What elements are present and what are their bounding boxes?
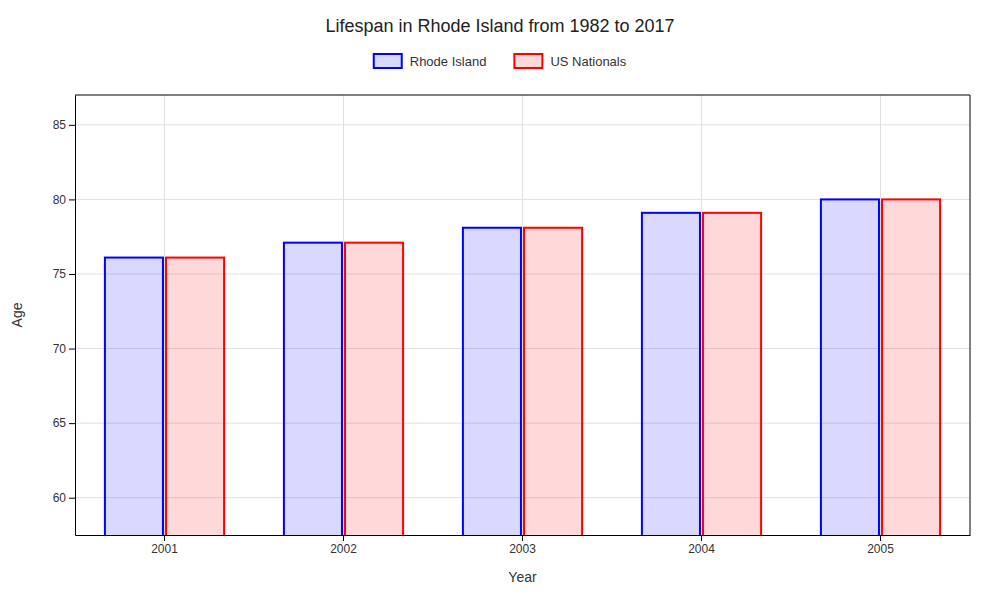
bar bbox=[463, 228, 521, 535]
tick-mark bbox=[701, 535, 702, 541]
chart: 2001 2002 2003 2004 2005 60 65 70 75 80 85 Year Age L… bbox=[0, 0, 1000, 600]
tick-label: 80 bbox=[53, 193, 67, 207]
y-axis-title: Age bbox=[9, 302, 25, 327]
tick-mark bbox=[69, 199, 75, 200]
tick: 80 bbox=[53, 193, 75, 207]
bars bbox=[105, 199, 940, 535]
plot: 2001 2002 2003 2004 2005 60 65 70 75 80 85 bbox=[53, 95, 971, 600]
tick-label: 60 bbox=[53, 491, 67, 505]
tick-mark bbox=[69, 423, 75, 424]
tick-label: 75 bbox=[53, 267, 67, 281]
tick-mark bbox=[880, 535, 881, 541]
frame bbox=[75, 95, 970, 96]
legend-label: Rhode Island bbox=[410, 54, 487, 69]
tick: 2004 bbox=[688, 535, 715, 556]
bar bbox=[642, 213, 700, 535]
legend-label: US Nationals bbox=[550, 54, 626, 69]
bar bbox=[345, 243, 403, 535]
x-axis-title: Year bbox=[508, 569, 537, 585]
legend-swatch bbox=[374, 54, 402, 68]
bar bbox=[105, 258, 163, 535]
grid-line bbox=[343, 95, 344, 535]
legend: Rhode Island US Nationals bbox=[374, 54, 627, 69]
tick: 2003 bbox=[509, 535, 536, 556]
tick-label: 2001 bbox=[151, 542, 178, 556]
tick-label: 2002 bbox=[330, 542, 357, 556]
frame bbox=[970, 95, 971, 535]
y-axis: 60 65 70 75 80 85 bbox=[53, 96, 76, 536]
tick-mark bbox=[343, 535, 344, 541]
tick-mark bbox=[69, 349, 75, 350]
tick-label: 85 bbox=[53, 118, 67, 132]
tick-label: 65 bbox=[53, 416, 67, 430]
tick-mark bbox=[69, 274, 75, 275]
bar bbox=[882, 199, 940, 535]
tick-label: 2004 bbox=[688, 542, 715, 556]
bar bbox=[166, 258, 224, 535]
bar bbox=[703, 213, 761, 535]
tick-label: 2003 bbox=[509, 542, 536, 556]
tick-mark bbox=[69, 498, 75, 499]
tick-mark bbox=[522, 535, 523, 541]
tick: 2002 bbox=[330, 535, 357, 556]
bar bbox=[284, 243, 342, 535]
grid-line bbox=[522, 95, 523, 535]
bar bbox=[524, 228, 582, 535]
tick: 2001 bbox=[151, 535, 178, 556]
grid-line bbox=[164, 95, 165, 535]
tick: 65 bbox=[53, 416, 75, 430]
series bbox=[166, 199, 940, 535]
legend-item: US Nationals bbox=[514, 54, 626, 69]
tick-label: 70 bbox=[53, 342, 67, 356]
axis-line bbox=[75, 96, 76, 536]
series bbox=[105, 199, 879, 535]
grid-line bbox=[880, 95, 881, 535]
tick-label: 2005 bbox=[867, 542, 894, 556]
tick: 75 bbox=[53, 267, 75, 281]
tick: 70 bbox=[53, 342, 75, 356]
tick-mark bbox=[164, 535, 165, 541]
grid-line bbox=[701, 95, 702, 535]
title: Lifespan in Rhode Island from 1982 to 20… bbox=[325, 16, 674, 36]
legend-item: Rhode Island bbox=[374, 54, 487, 69]
x-axis: 2001 2002 2003 2004 2005 bbox=[76, 535, 971, 556]
tick: 2005 bbox=[867, 535, 894, 556]
bar bbox=[821, 199, 879, 535]
legend-swatch bbox=[514, 54, 542, 68]
tick: 85 bbox=[53, 118, 75, 132]
tick: 60 bbox=[53, 491, 75, 505]
tick-mark bbox=[69, 125, 75, 126]
